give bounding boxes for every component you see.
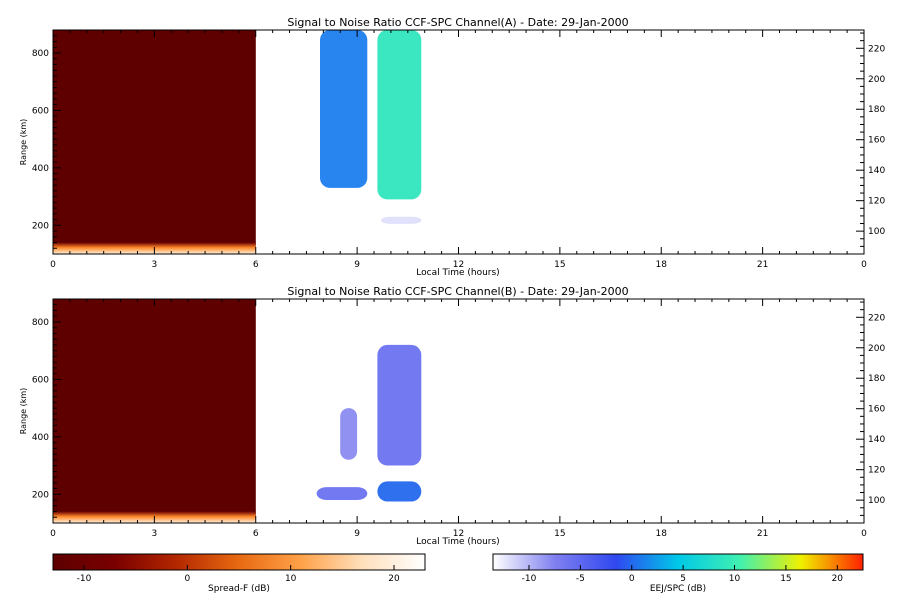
- x-tick-label: 9: [354, 260, 360, 270]
- colorbar-tick-label: 0: [629, 574, 635, 584]
- right-y-tick-label: 220: [868, 313, 885, 323]
- y-tick-label: 600: [32, 106, 49, 116]
- y-tick-label: 400: [32, 433, 49, 443]
- x-tick-label: 18: [656, 529, 668, 539]
- colorbar-eej-spc: -10 -5 0 5 10 15 20 EEJ/SPC (dB): [492, 553, 864, 594]
- x-tick-label: 6: [253, 529, 259, 539]
- heatmap-region-eej-spc: [380, 216, 422, 224]
- x-tick-label: 3: [152, 260, 158, 270]
- x-axis-label: Local Time (hours): [416, 537, 499, 547]
- right-y-tick-label: 120: [868, 466, 885, 476]
- x-tick-label: 21: [757, 529, 768, 539]
- right-y-tick-label: 100: [868, 496, 885, 506]
- x-tick-label: 15: [554, 529, 565, 539]
- colorbar-eej-spc-label: EEJ/SPC (dB): [650, 584, 706, 594]
- y-tick-label: 400: [32, 164, 49, 174]
- colorbar-tick-label: -10: [77, 574, 92, 584]
- y-tick-label: 600: [32, 375, 49, 385]
- y-tick-label: 800: [32, 318, 49, 328]
- colorbar-tick-label: 10: [729, 574, 741, 584]
- right-y-tick-label: 100: [868, 227, 885, 237]
- colorbar-eej-spc-strip: [492, 553, 864, 571]
- heatmap-region-eej-spc: [377, 30, 422, 200]
- colorbar-spread-f-strip: [52, 553, 426, 571]
- right-y-tick-label: 140: [868, 166, 885, 176]
- heatmap-region-eej-spc: [316, 487, 368, 500]
- y-axis-label: Range (km): [19, 388, 28, 435]
- colorbar-tick-label: -5: [576, 574, 585, 584]
- y-tick-label: 200: [32, 490, 49, 500]
- right-y-tick-label: 180: [868, 105, 885, 115]
- y-tick-label: 200: [32, 221, 49, 231]
- x-tick-label: 0: [50, 529, 56, 539]
- heatmap-region-spread-f: [53, 30, 256, 254]
- colorbar-tick-label: 20: [388, 574, 400, 584]
- colorbar-tick-label: -10: [522, 574, 537, 584]
- x-tick-label: 6: [253, 260, 259, 270]
- x-tick-label: 21: [757, 260, 768, 270]
- x-tick-label: 12: [453, 260, 464, 270]
- right-y-tick-label: 220: [868, 44, 885, 54]
- right-y-tick-label: 180: [868, 374, 885, 384]
- panel-channel-b: Signal to Noise Ratio CCF-SPC Channel(B)…: [19, 285, 885, 547]
- x-tick-label: 9: [354, 529, 360, 539]
- x-tick-label: 3: [152, 529, 158, 539]
- colorbar-tick-label: 10: [285, 574, 297, 584]
- x-tick-label: 0: [861, 260, 867, 270]
- colorbar-spread-f: -10 0 10 20 Spread-F (dB): [52, 553, 426, 594]
- heatmap-region-eej-spc: [320, 30, 368, 188]
- colorbar-tick-label: 20: [832, 574, 844, 584]
- x-tick-label: 15: [554, 260, 565, 270]
- heatmap-region-eej-spc: [340, 408, 358, 460]
- right-y-tick-label: 120: [868, 197, 885, 207]
- heatmap-region-spread-f: [53, 299, 256, 523]
- colorbar-tick-label: 5: [680, 574, 686, 584]
- right-y-tick-label: 200: [868, 75, 885, 85]
- colorbar-tick-label: 0: [184, 574, 190, 584]
- x-tick-label: 18: [656, 260, 668, 270]
- x-tick-label: 0: [861, 529, 867, 539]
- heatmap-region-eej-spc: [377, 481, 422, 502]
- chart-title: Signal to Noise Ratio CCF-SPC Channel(A)…: [287, 16, 628, 29]
- chart-title: Signal to Noise Ratio CCF-SPC Channel(B)…: [287, 285, 628, 298]
- colorbar-tick-label: 15: [780, 574, 791, 584]
- y-axis-label: Range (km): [19, 119, 28, 166]
- x-tick-label: 12: [453, 529, 464, 539]
- panel-channel-a: Signal to Noise Ratio CCF-SPC Channel(A)…: [19, 16, 885, 278]
- right-y-tick-label: 200: [868, 344, 885, 354]
- right-y-tick-label: 160: [868, 405, 885, 415]
- x-tick-label: 0: [50, 260, 56, 270]
- heatmap-region-eej-spc: [377, 344, 422, 466]
- right-y-tick-label: 140: [868, 435, 885, 445]
- y-tick-label: 800: [32, 49, 49, 59]
- x-axis-label: Local Time (hours): [416, 268, 499, 278]
- right-y-tick-label: 160: [868, 136, 885, 146]
- colorbar-spread-f-label: Spread-F (dB): [208, 584, 270, 594]
